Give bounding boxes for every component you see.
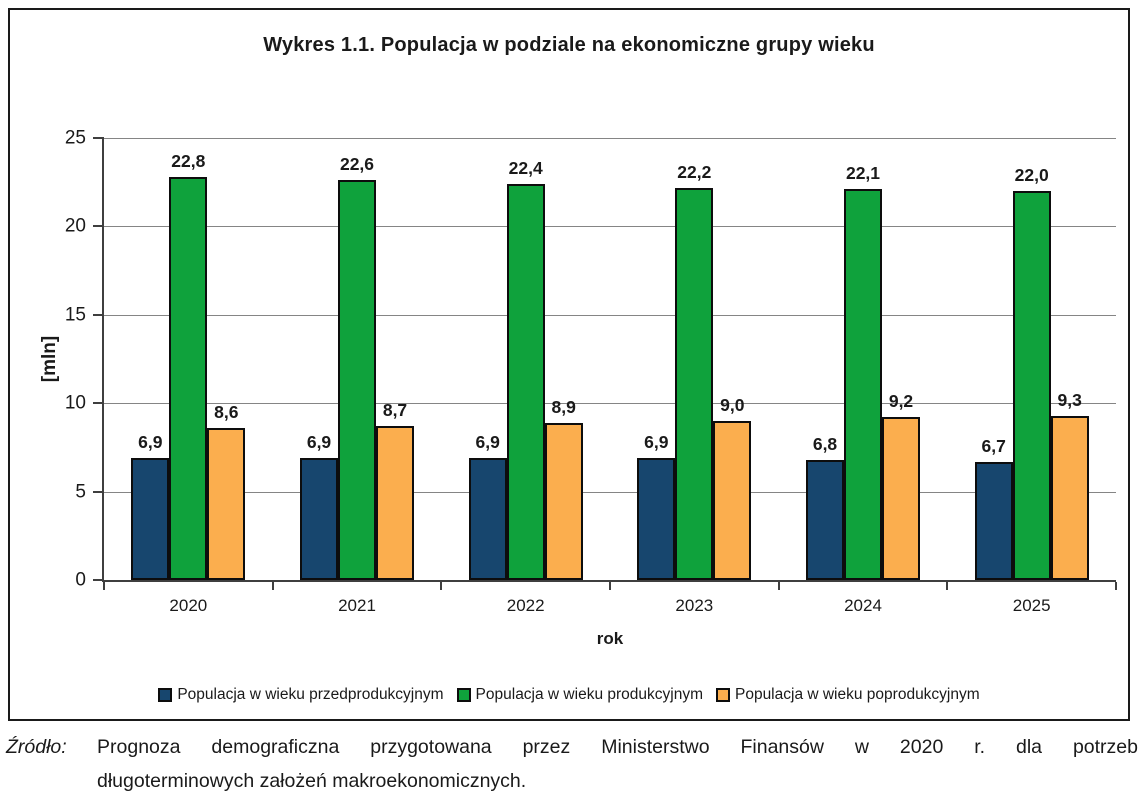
bar-value-label: 22,4	[508, 157, 543, 178]
bar-preworking	[300, 458, 338, 580]
legend-swatch-icon	[715, 688, 730, 702]
y-axis-tick	[93, 579, 104, 581]
bar-value-label: 6,9	[306, 432, 332, 453]
source-note: Źródło: Prognoza demograficzna przygotow…	[6, 730, 1138, 796]
bar-working	[844, 189, 882, 580]
legend-item: Populacja w wieku poprodukcyjnym	[715, 686, 980, 704]
y-tick-label: 5	[75, 481, 86, 503]
legend-label: Populacja w wieku produkcyjnym	[475, 686, 703, 703]
bar-value-label: 22,0	[1014, 165, 1049, 186]
bar-preworking	[131, 458, 170, 580]
gridline	[104, 403, 1116, 405]
bar-value-label: 22,2	[677, 161, 712, 182]
bar-postworking	[713, 420, 752, 580]
bar-value-label: 6,9	[644, 432, 669, 453]
bar-preworking	[468, 458, 507, 580]
x-axis-tick	[103, 582, 105, 590]
bar-value-label: 9,2	[888, 391, 914, 412]
y-axis-tick	[93, 225, 104, 228]
x-category-label: 2023	[675, 596, 714, 615]
x-axis-tick	[440, 582, 443, 590]
bar-postworking	[1050, 415, 1089, 580]
y-axis-tick	[93, 490, 104, 493]
legend-swatch-icon	[456, 688, 471, 702]
source-label: Źródło:	[6, 736, 67, 758]
bar-value-label: 8,6	[214, 401, 239, 422]
x-axis-tick	[946, 582, 949, 590]
bar-value-label: 9,0	[720, 394, 745, 415]
bar-postworking	[207, 427, 246, 580]
bar-preworking	[806, 459, 844, 580]
x-category-label: 2022	[506, 596, 545, 615]
x-axis-label: rok	[596, 629, 624, 648]
legend-label: Populacja w wieku przedprodukcyjnym	[177, 686, 444, 703]
x-axis-tick	[609, 582, 611, 590]
bar-postworking	[544, 422, 583, 580]
bar-postworking	[882, 417, 920, 580]
legend-item: Populacja w wieku przedprodukcyjnym	[158, 686, 444, 704]
bar-value-label: 22,8	[171, 150, 206, 171]
legend-swatch-icon	[158, 688, 173, 702]
gridline	[104, 226, 1116, 228]
bar-value-label: 22,6	[339, 154, 375, 175]
bar-working	[506, 183, 545, 580]
x-category-label: 2024	[844, 596, 882, 615]
y-tick-label: 0	[75, 569, 86, 591]
bar-working	[169, 176, 208, 580]
bar-postworking	[376, 426, 414, 580]
y-tick-label: 10	[64, 392, 86, 414]
y-tick-label: 25	[64, 127, 86, 149]
bar-value-label: 6,7	[981, 435, 1006, 456]
bar-preworking	[637, 458, 676, 580]
bar-value-label: 22,1	[845, 163, 881, 184]
plot-area: [mln] rok 0 5 10 15 20 25 2020 2021 2022 2023 2024…	[39, 129, 1117, 648]
bar-working	[675, 187, 714, 580]
x-category-label: 2025	[1012, 596, 1051, 615]
bar-value-label: 9,3	[1057, 389, 1082, 410]
y-tick-label: 15	[64, 304, 86, 326]
x-axis-tick	[271, 582, 274, 590]
legend-label: Populacja w wieku poprodukcyjnym	[734, 686, 980, 703]
source-text: Prognoza demograficzna przygotowana prze…	[97, 730, 1138, 796]
source-line-2: długoterminowych założeń makroekonomiczn…	[97, 770, 527, 792]
bar-value-label: 6,9	[138, 432, 163, 453]
gridline	[104, 314, 1116, 316]
y-axis-tick	[93, 137, 104, 139]
bar-value-label: 8,7	[382, 400, 408, 421]
bar-value-label: 6,9	[475, 432, 500, 453]
y-tick-label: 20	[64, 215, 86, 237]
chart-frame: Wykres 1.1. Populacja w podziale na ekon…	[8, 8, 1130, 721]
x-axis-tick	[1115, 582, 1117, 590]
bar-preworking	[974, 461, 1013, 580]
legend: Populacja w wieku przedprodukcyjnym Popul…	[10, 686, 1128, 704]
bar-value-label: 8,9	[551, 396, 576, 417]
legend-item: Populacja w wieku produkcyjnym	[456, 686, 703, 704]
chart-title: Wykres 1.1. Populacja w podziale na ekon…	[263, 34, 875, 56]
gridline	[104, 138, 1116, 139]
x-category-label: 2021	[338, 596, 376, 615]
y-axis-tick	[93, 313, 104, 316]
gridline	[104, 491, 1116, 493]
source-line-1: Prognoza demograficzna przygotowana prze…	[97, 736, 1138, 758]
x-axis-tick	[777, 582, 780, 590]
x-category-label: 2020	[169, 596, 208, 615]
bar-working	[338, 180, 376, 580]
bar-value-label: 6,8	[812, 433, 838, 454]
bar-working	[1012, 191, 1051, 580]
y-axis-tick	[93, 402, 104, 405]
